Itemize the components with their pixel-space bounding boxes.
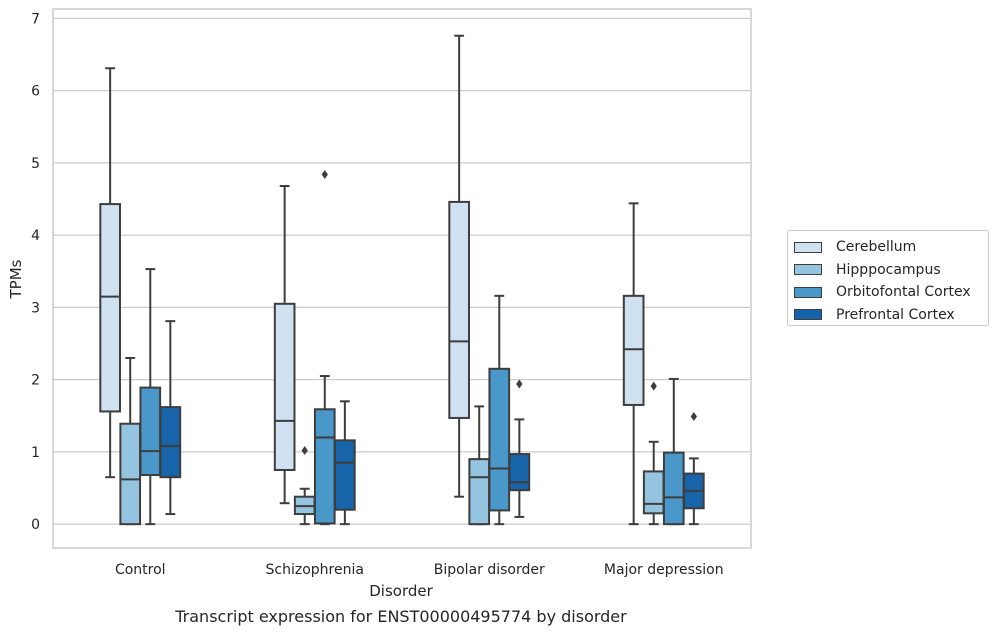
box-iqr: [273, 302, 296, 471]
box-iqr: [622, 294, 645, 406]
box-orbitofontal-cortex: [139, 268, 162, 526]
box-hipppocampus: [468, 405, 491, 526]
box-iqr: [448, 200, 470, 419]
box-orbitofontal-cortex: [313, 169, 336, 526]
box-iqr: [99, 203, 121, 413]
box-hipppocampus: [642, 381, 665, 526]
box-iqr: [488, 367, 511, 512]
box-prefrontal-cortex: [508, 379, 531, 518]
box-iqr: [662, 451, 685, 526]
box-orbitofontal-cortex: [662, 377, 685, 526]
box-cerebellum: [622, 202, 645, 526]
legend-swatch: [794, 309, 822, 321]
outlier-point: [690, 412, 698, 422]
box-iqr: [334, 439, 356, 511]
legend-swatch: [794, 264, 822, 276]
y-tick-label: 7: [31, 11, 40, 27]
box-layer: [99, 34, 705, 526]
x-tick-labels: Control Schizophrenia Bipolar disorder Majo…: [115, 562, 724, 578]
box-prefrontal-cortex: [683, 412, 705, 526]
y-tick-labels: 0 1 2 3 4 5 6 7: [31, 11, 40, 533]
box-iqr: [313, 408, 336, 525]
y-tick-label: 4: [31, 228, 40, 244]
plot-frame: [52, 8, 752, 549]
outlier-point: [321, 169, 328, 179]
legend: Cerebellum Hipppocampus Orbitofontal Corte…: [787, 230, 989, 326]
y-tick-label: 2: [31, 373, 40, 389]
box-iqr: [159, 406, 182, 479]
y-axis-label: TPMs: [7, 259, 25, 299]
y-tick-label: 0: [31, 517, 40, 533]
box-prefrontal-cortex: [334, 400, 356, 526]
outlier-point: [650, 381, 657, 391]
legend-swatch: [794, 286, 822, 298]
box-cerebellum: [448, 34, 470, 498]
y-tick-label: 1: [31, 445, 40, 461]
box-iqr: [119, 422, 142, 526]
legend-item: Orbitofontal Cortex: [794, 281, 988, 304]
x-axis-label: Disorder: [369, 582, 433, 600]
legend-item: Hipppocampus: [794, 259, 988, 282]
y-tick-label: 6: [31, 84, 40, 100]
box-iqr: [508, 453, 531, 492]
box-iqr: [642, 470, 665, 515]
box-hipppocampus: [119, 356, 142, 526]
legend-label: Cerebellum: [836, 239, 917, 256]
legend-label: Orbitofontal Cortex: [836, 284, 971, 301]
legend-label: Hipppocampus: [836, 261, 941, 278]
box-cerebellum: [99, 67, 121, 479]
box-orbitofontal-cortex: [488, 294, 511, 526]
legend-label: Prefrontal Cortex: [836, 306, 955, 323]
x-tick-label: Major depression: [604, 562, 724, 578]
box-hipppocampus: [293, 445, 316, 526]
y-tick-label: 5: [31, 156, 40, 172]
box-iqr: [468, 458, 491, 526]
outlier-point: [301, 445, 308, 455]
box-iqr: [139, 386, 162, 477]
box-prefrontal-cortex: [159, 320, 182, 516]
outlier-point: [516, 379, 523, 389]
x-tick-label: Bipolar disorder: [434, 562, 545, 578]
box-cerebellum: [273, 185, 296, 505]
chart-title: Transcript expression for ENST0000049577…: [174, 607, 627, 626]
legend-swatch: [794, 241, 822, 253]
x-tick-label: Control: [115, 562, 166, 578]
y-tick-label: 3: [31, 300, 40, 316]
legend-item: Prefrontal Cortex: [794, 304, 988, 327]
x-tick-label: Schizophrenia: [266, 562, 364, 578]
legend-item: Cerebellum: [794, 236, 988, 259]
